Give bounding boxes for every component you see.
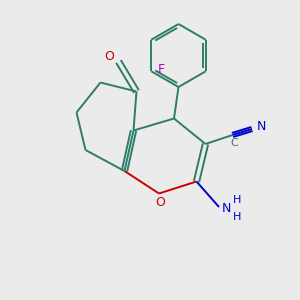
Text: C: C bbox=[230, 138, 238, 148]
Text: O: O bbox=[156, 196, 165, 209]
Text: F: F bbox=[158, 63, 165, 76]
Text: N: N bbox=[222, 202, 231, 215]
Text: H: H bbox=[233, 212, 241, 223]
Text: N: N bbox=[256, 119, 266, 133]
Text: H: H bbox=[233, 195, 241, 206]
Text: O: O bbox=[104, 50, 114, 64]
